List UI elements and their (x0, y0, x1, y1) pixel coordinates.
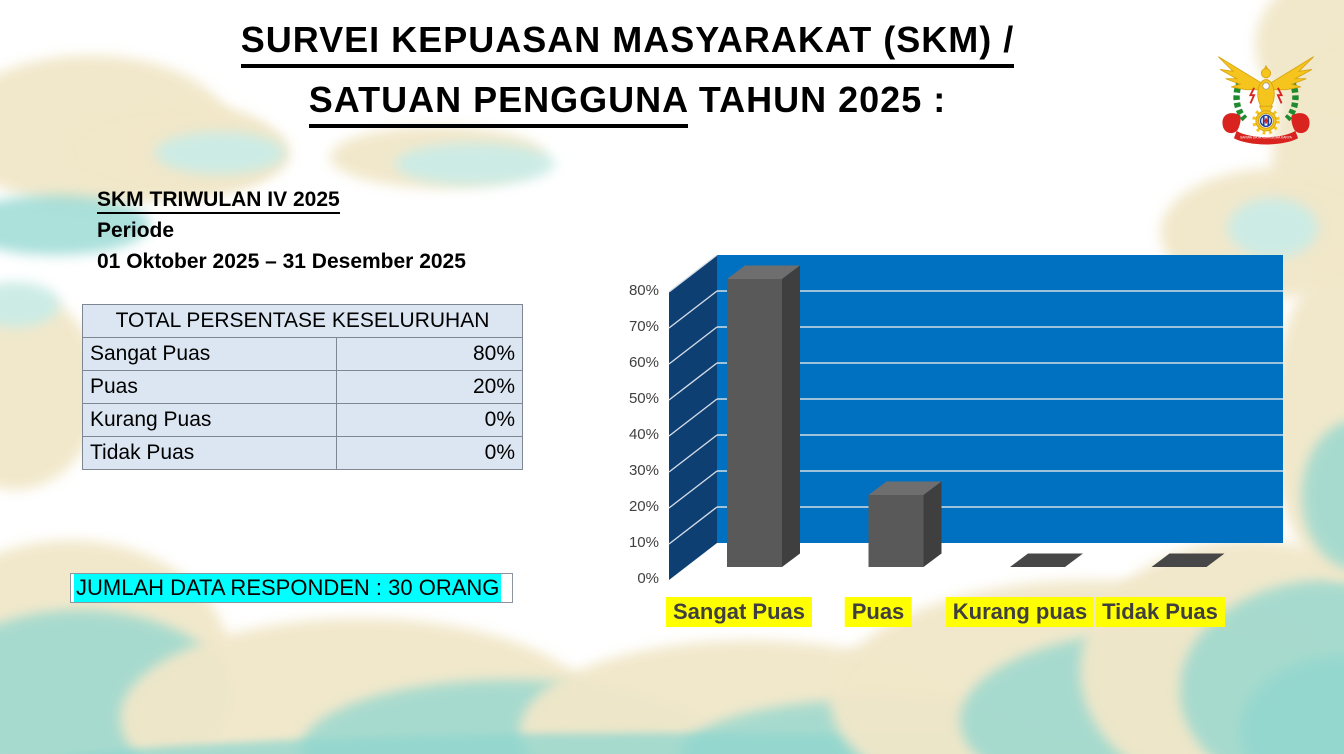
row-value: 80% (336, 337, 523, 371)
table-row: Kurang Puas 0% (82, 403, 523, 437)
table-row: Sangat Puas 80% (82, 337, 523, 371)
title-line1: SURVEI KEPUASAN MASYARAKAT (SKM) / (240, 19, 1015, 68)
y-tick: 60% (628, 354, 659, 371)
row-value: 0% (336, 436, 523, 470)
period-block: SKM TRIWULAN IV 2025 Periode 01 Oktober … (97, 184, 466, 277)
table-header-row: TOTAL PERSENTASE KESELURUHAN (82, 304, 523, 338)
table-header: TOTAL PERSENTASE KESELURUHAN (82, 304, 523, 338)
category-label-puas: Puas (844, 597, 912, 627)
title-line2-underlined: SATUAN PENGGUNA (308, 79, 688, 128)
period-range: 01 Oktober 2025 – 31 Desember 2025 (97, 250, 466, 273)
row-value: 0% (336, 403, 523, 437)
y-tick: 0% (637, 570, 659, 587)
organization-crest-logo: SARWA DATA ASANGGHA KARYA (1210, 42, 1322, 152)
row-label: Tidak Puas (82, 436, 337, 470)
period-title: SKM TRIWULAN IV 2025 (97, 188, 340, 214)
logo-motto-text: SARWA DATA ASANGGHA KARYA (1240, 136, 1293, 140)
y-tick: 30% (628, 462, 659, 479)
y-tick: 70% (628, 318, 659, 335)
total-percentage-table: TOTAL PERSENTASE KESELURUHAN Sangat Puas… (82, 304, 523, 470)
row-label: Sangat Puas (82, 337, 337, 371)
row-value: 20% (336, 370, 523, 404)
category-label-kurang-puas: Kurang puas (945, 597, 1095, 627)
category-label-sangat-puas: Sangat Puas (665, 597, 813, 627)
period-label: Periode (97, 219, 175, 242)
table-row: Puas 20% (82, 370, 523, 404)
respondents-note: JUMLAH DATA RESPONDEN : 30 ORANG (70, 573, 513, 603)
y-tick: 50% (628, 390, 659, 407)
eagle-crest-icon: SARWA DATA ASANGGHA KARYA (1218, 56, 1314, 145)
slide-title: SURVEI KEPUASAN MASYARAKAT (SKM) / SATUA… (0, 10, 1255, 130)
row-label: Puas (82, 370, 337, 404)
row-label: Kurang Puas (82, 403, 337, 437)
table-row: Tidak Puas 0% (82, 436, 523, 470)
respondents-note-text: JUMLAH DATA RESPONDEN : 30 ORANG (74, 574, 502, 602)
category-label-tidak-puas: Tidak Puas (1095, 597, 1225, 627)
y-tick: 20% (628, 498, 659, 515)
y-tick: 80% (628, 282, 659, 299)
title-line2-rest: TAHUN 2025 : (687, 79, 947, 120)
y-tick: 10% (628, 534, 659, 551)
y-tick: 40% (628, 426, 659, 443)
